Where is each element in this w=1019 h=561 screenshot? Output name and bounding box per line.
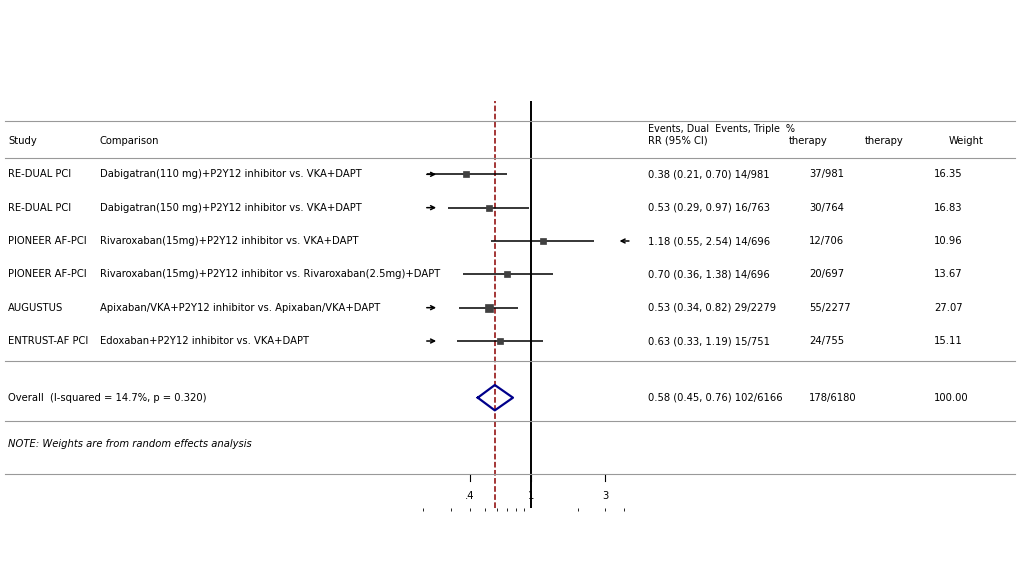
Text: Events, Dual  Events, Triple  %: Events, Dual Events, Triple % xyxy=(647,124,794,134)
Text: PIONEER AF-PCI: PIONEER AF-PCI xyxy=(8,236,87,246)
Text: Comparison: Comparison xyxy=(100,136,159,146)
Text: 12/706: 12/706 xyxy=(808,236,843,246)
Text: 1.18 (0.55, 2.54) 14/696: 1.18 (0.55, 2.54) 14/696 xyxy=(647,236,769,246)
Text: Edoxaban+P2Y12 inhibitor vs. VKA+DAPT: Edoxaban+P2Y12 inhibitor vs. VKA+DAPT xyxy=(100,336,309,346)
Text: 1: 1 xyxy=(528,491,534,501)
Text: 0.53 (0.34, 0.82) 29/2279: 0.53 (0.34, 0.82) 29/2279 xyxy=(647,303,775,312)
Text: 16.35: 16.35 xyxy=(933,169,962,180)
Text: Dabigatran(150 mg)+P2Y12 inhibitor vs. VKA+DAPT: Dabigatran(150 mg)+P2Y12 inhibitor vs. V… xyxy=(100,203,362,213)
Text: 27.07: 27.07 xyxy=(933,303,962,312)
Text: 24/755: 24/755 xyxy=(808,336,843,346)
Text: 3: 3 xyxy=(601,491,607,501)
Text: Apixaban/VKA+P2Y12 inhibitor vs. Apixaban/VKA+DAPT: Apixaban/VKA+P2Y12 inhibitor vs. Apixaba… xyxy=(100,303,380,312)
Text: 178/6180: 178/6180 xyxy=(808,393,856,403)
Text: 13.67: 13.67 xyxy=(933,269,962,279)
Text: 10.96: 10.96 xyxy=(933,236,962,246)
Text: Weight: Weight xyxy=(948,136,982,146)
Text: .4: .4 xyxy=(465,491,474,501)
Text: AUGUSTUS: AUGUSTUS xyxy=(8,303,63,312)
Text: 55/2277: 55/2277 xyxy=(808,303,850,312)
Text: 0.63 (0.33, 1.19) 15/751: 0.63 (0.33, 1.19) 15/751 xyxy=(647,336,769,346)
Text: Study: Study xyxy=(8,136,37,146)
Text: 16.83: 16.83 xyxy=(933,203,962,213)
Text: 37/981: 37/981 xyxy=(808,169,843,180)
Text: RE-DUAL PCI: RE-DUAL PCI xyxy=(8,203,71,213)
Text: ENTRUST-AF PCI: ENTRUST-AF PCI xyxy=(8,336,89,346)
Text: Rivaroxaban(15mg)+P2Y12 inhibitor vs. Rivaroxaban(2.5mg)+DAPT: Rivaroxaban(15mg)+P2Y12 inhibitor vs. Ri… xyxy=(100,269,440,279)
Text: 15.11: 15.11 xyxy=(933,336,962,346)
Text: 20/697: 20/697 xyxy=(808,269,843,279)
Text: 0.38 (0.21, 0.70) 14/981: 0.38 (0.21, 0.70) 14/981 xyxy=(647,169,768,180)
Text: Overall  (I-squared = 14.7%, p = 0.320): Overall (I-squared = 14.7%, p = 0.320) xyxy=(8,393,207,403)
Text: RE-DUAL PCI: RE-DUAL PCI xyxy=(8,169,71,180)
Text: 0.53 (0.29, 0.97) 16/763: 0.53 (0.29, 0.97) 16/763 xyxy=(647,203,769,213)
Text: PIONEER AF-PCI: PIONEER AF-PCI xyxy=(8,269,87,279)
Text: 100.00: 100.00 xyxy=(933,393,968,403)
Text: NOTE: Weights are from random effects analysis: NOTE: Weights are from random effects an… xyxy=(8,439,252,449)
Text: therapy: therapy xyxy=(788,136,826,146)
Text: Rivaroxaban(15mg)+P2Y12 inhibitor vs. VKA+DAPT: Rivaroxaban(15mg)+P2Y12 inhibitor vs. VK… xyxy=(100,236,358,246)
Text: RR (95% CI): RR (95% CI) xyxy=(647,136,706,146)
Text: 0.70 (0.36, 1.38) 14/696: 0.70 (0.36, 1.38) 14/696 xyxy=(647,269,768,279)
Text: therapy: therapy xyxy=(864,136,903,146)
Text: 30/764: 30/764 xyxy=(808,203,843,213)
Text: 0.58 (0.45, 0.76) 102/6166: 0.58 (0.45, 0.76) 102/6166 xyxy=(647,393,782,403)
Text: Dabigatran(110 mg)+P2Y12 inhibitor vs. VKA+DAPT: Dabigatran(110 mg)+P2Y12 inhibitor vs. V… xyxy=(100,169,362,180)
